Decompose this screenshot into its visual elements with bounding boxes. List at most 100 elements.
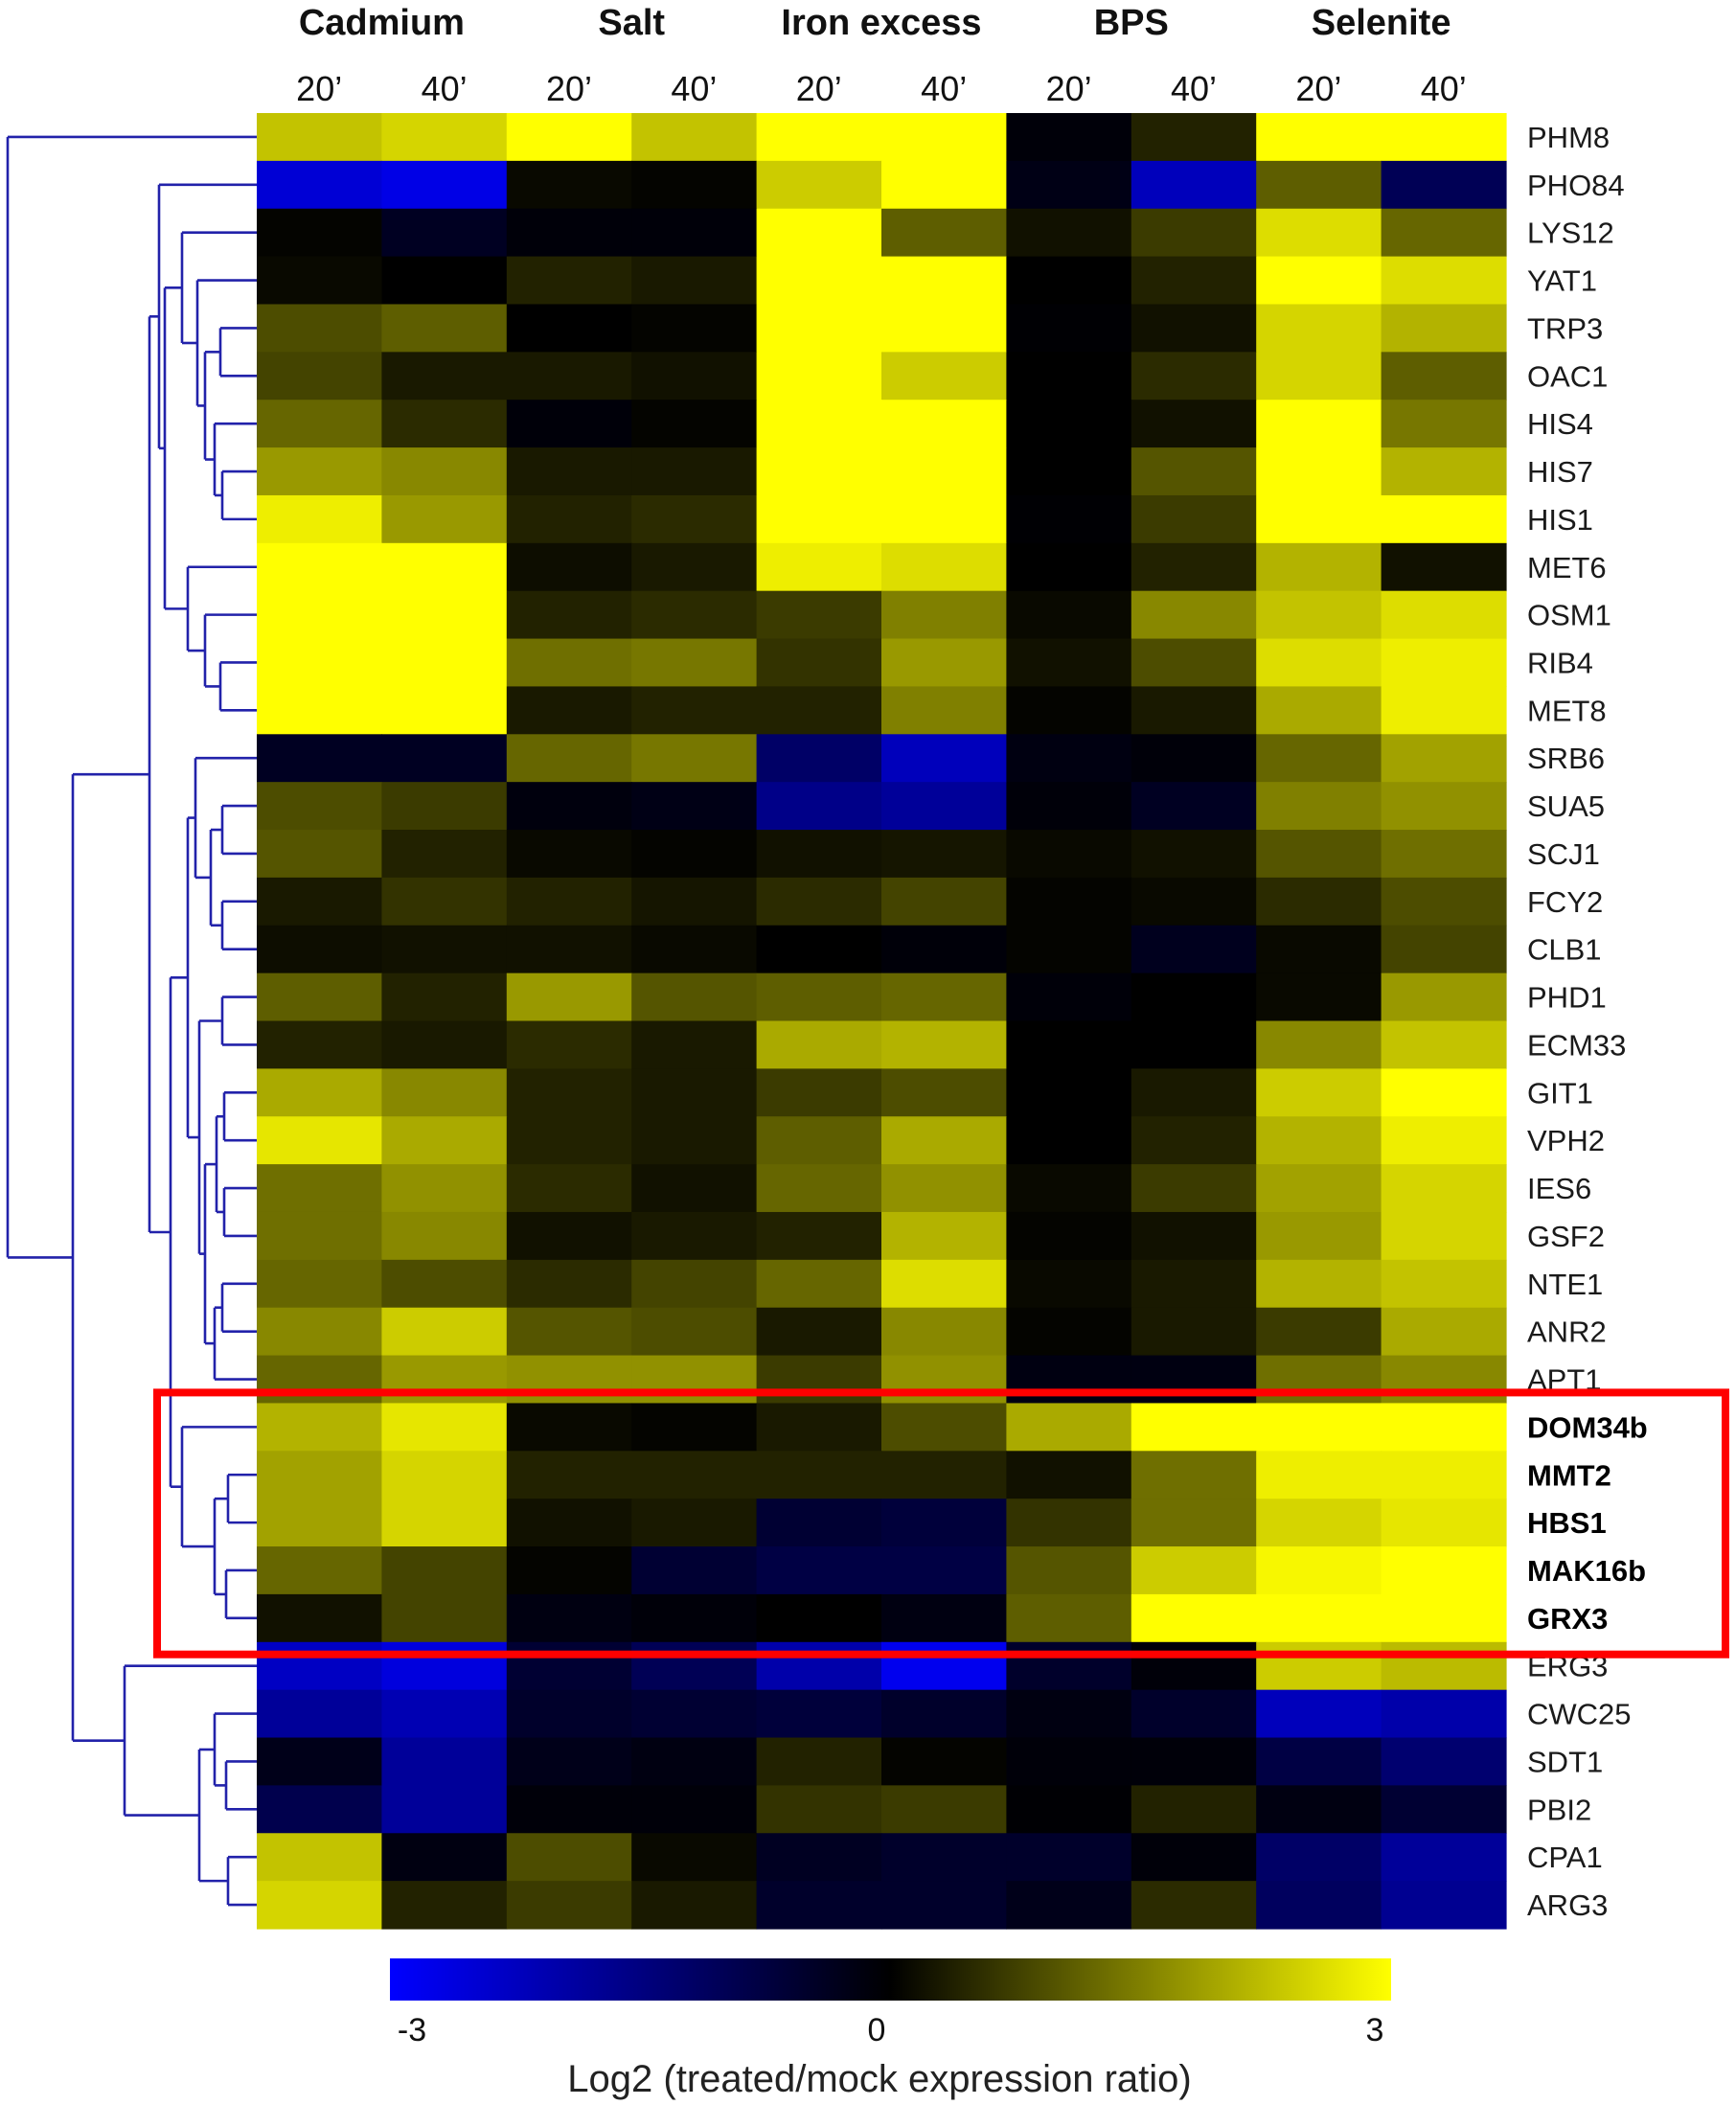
heatmap-cell: [1256, 734, 1382, 783]
heatmap-cell: [506, 686, 632, 735]
heatmap-cell: [631, 686, 758, 735]
heatmap-cell: [257, 1164, 382, 1213]
heatmap-cell: [381, 1355, 508, 1405]
heatmap-cell: [257, 542, 382, 592]
gene-label: LYS12: [1527, 217, 1614, 250]
heatmap-cell: [506, 972, 632, 1022]
heatmap-cell: [631, 1689, 758, 1739]
heatmap-cell: [1256, 1593, 1382, 1643]
heatmap-cell: [881, 1259, 1007, 1309]
gene-label: RIB4: [1527, 647, 1593, 680]
heatmap-cell: [1256, 1020, 1382, 1069]
heatmap-cell: [1131, 447, 1257, 496]
heatmap-cell: [1381, 113, 1507, 162]
heatmap-cell: [506, 590, 632, 640]
heatmap-cell: [631, 1068, 758, 1117]
condition-label: BPS: [1094, 3, 1169, 43]
gene-label: SRB6: [1527, 742, 1605, 775]
heatmap-cell: [881, 1881, 1007, 1930]
heatmap-cell: [881, 160, 1007, 210]
heatmap-cell: [1256, 877, 1382, 927]
heatmap-cell: [1006, 304, 1132, 353]
heatmap-cell: [756, 1068, 882, 1117]
heatmap-cell: [1256, 1116, 1382, 1165]
heatmap-cell: [1256, 542, 1382, 592]
heatmap-cell: [381, 1881, 508, 1930]
heatmap-cell: [1381, 1259, 1507, 1309]
heatmap-cell: [881, 1307, 1007, 1357]
heatmap-cell: [1381, 1881, 1507, 1930]
heatmap-cell: [631, 638, 758, 688]
heatmap-cell: [1131, 1546, 1257, 1595]
heatmap-cell: [1256, 1689, 1382, 1739]
heatmap-cell: [631, 256, 758, 306]
heatmap-cell: [881, 1689, 1007, 1739]
gene-label: DOM34b: [1527, 1410, 1648, 1444]
heatmap-cell: [631, 1307, 758, 1357]
heatmap-cell: [381, 1164, 508, 1213]
gene-label: CWC25: [1527, 1698, 1632, 1731]
heatmap-cell: [1381, 590, 1507, 640]
heatmap-cell: [1006, 1593, 1132, 1643]
heatmap-cell: [1006, 400, 1132, 448]
heatmap-cell: [257, 256, 382, 306]
heatmap-cell: [506, 782, 632, 831]
heatmap-cell: [1256, 1785, 1382, 1834]
heatmap-cell: [506, 1593, 632, 1643]
heatmap-cell: [1381, 1355, 1507, 1405]
heatmap-cell: [1256, 1355, 1382, 1405]
heatmap-cell: [257, 113, 382, 162]
heatmap-cell: [881, 447, 1007, 496]
colorbar-gradient: [390, 1958, 1391, 2001]
heatmap-cell: [881, 972, 1007, 1022]
timepoint-label: 20’: [1295, 69, 1341, 108]
heatmap-cell: [381, 304, 508, 353]
heatmap-cell: [381, 1546, 508, 1595]
heatmap-cell: [631, 877, 758, 927]
heatmap-cell: [631, 1164, 758, 1213]
heatmap-cell: [1131, 590, 1257, 640]
heatmap-cell: [381, 1116, 508, 1165]
heatmap-cell: [756, 734, 882, 783]
heatmap-cell: [1381, 542, 1507, 592]
timepoint-labels: 20’ 40’ 20’ 40’ 20’ 40’ 20’ 40’ 20’ 40’: [296, 69, 1467, 108]
heatmap-cell: [756, 1403, 882, 1452]
heatmap-cell: [1131, 830, 1257, 879]
heatmap-cell: [1131, 925, 1257, 974]
heatmap-cell: [1381, 1068, 1507, 1117]
heatmap-cell: [1256, 830, 1382, 879]
heatmap-cell: [881, 256, 1007, 306]
heatmap-cell: [756, 1546, 882, 1595]
heatmap-cell: [506, 400, 632, 448]
heatmap-cell: [756, 160, 882, 210]
heatmap-cell: [631, 1737, 758, 1786]
heatmap-cell: [1381, 925, 1507, 974]
heatmap-cell: [1131, 1116, 1257, 1165]
heatmap-cell: [506, 1737, 632, 1786]
gene-label: ANR2: [1527, 1316, 1607, 1349]
heatmap-cell: [1131, 972, 1257, 1022]
gene-label: HBS1: [1527, 1506, 1607, 1540]
heatmap-cell: [506, 1164, 632, 1213]
timepoint-label: 20’: [296, 69, 342, 108]
heatmap-cell: [1006, 1689, 1132, 1739]
heatmap-cell: [1256, 590, 1382, 640]
heatmap-cell: [1381, 1211, 1507, 1261]
heatmap-cell: [631, 830, 758, 879]
heatmap-cell: [506, 208, 632, 258]
heatmap-cell: [1381, 304, 1507, 353]
heatmap-cell: [631, 1593, 758, 1643]
heatmap-cell: [257, 1116, 382, 1165]
heatmap-cell: [381, 1451, 508, 1499]
heatmap-cell: [1131, 1451, 1257, 1499]
heatmap-cell: [1131, 1785, 1257, 1834]
heatmap-cell: [381, 352, 508, 400]
heatmap-cell: [381, 830, 508, 879]
heatmap-cell: [1381, 1499, 1507, 1547]
heatmap-cell: [506, 352, 632, 400]
heatmap-cell: [381, 447, 508, 496]
heatmap-cell: [381, 1020, 508, 1069]
heatmap-cell: [631, 1403, 758, 1452]
heatmap-cell: [1131, 1403, 1257, 1452]
heatmap-cell: [1381, 1164, 1507, 1213]
